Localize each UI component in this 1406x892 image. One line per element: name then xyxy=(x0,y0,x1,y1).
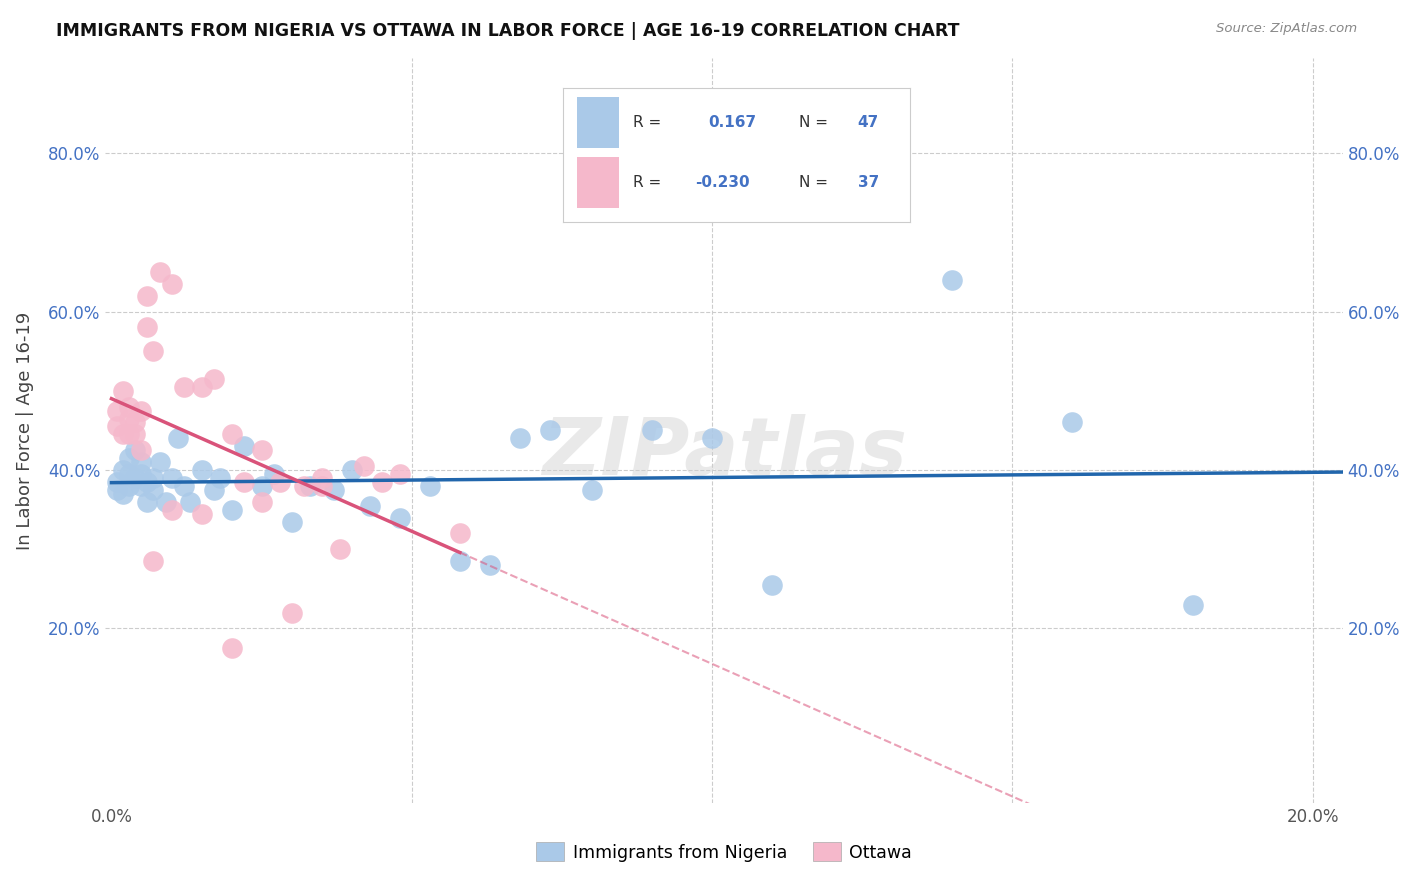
Point xyxy=(142,471,165,485)
Point xyxy=(173,479,195,493)
Point xyxy=(232,439,254,453)
Point xyxy=(221,641,243,656)
Point xyxy=(509,431,531,445)
Point xyxy=(298,479,321,493)
Point xyxy=(136,320,159,334)
Point xyxy=(449,526,471,541)
Point xyxy=(118,400,141,414)
Point xyxy=(179,494,201,508)
Point xyxy=(232,475,254,489)
Point xyxy=(221,502,243,516)
Point xyxy=(160,502,183,516)
Point xyxy=(700,431,723,445)
Point xyxy=(250,494,273,508)
Point xyxy=(359,499,381,513)
Point xyxy=(311,471,333,485)
Point xyxy=(118,479,141,493)
Point xyxy=(761,578,783,592)
Point xyxy=(112,384,135,398)
Text: ZIPatlas: ZIPatlas xyxy=(541,414,907,491)
Text: Source: ZipAtlas.com: Source: ZipAtlas.com xyxy=(1216,22,1357,36)
Point xyxy=(118,467,141,481)
Point xyxy=(160,277,183,291)
Point xyxy=(131,479,153,493)
Point xyxy=(124,471,146,485)
Point xyxy=(112,487,135,501)
Point xyxy=(538,423,561,437)
Point xyxy=(221,427,243,442)
Point xyxy=(311,479,333,493)
Point xyxy=(118,427,141,442)
Point xyxy=(581,483,603,497)
Point xyxy=(142,554,165,568)
Point xyxy=(118,451,141,466)
Point xyxy=(131,455,153,469)
Point xyxy=(136,288,159,302)
Point xyxy=(155,494,177,508)
Point xyxy=(941,273,963,287)
Y-axis label: In Labor Force | Age 16-19: In Labor Force | Age 16-19 xyxy=(17,311,34,549)
Point xyxy=(190,380,212,394)
Point xyxy=(263,467,285,481)
Point xyxy=(353,458,375,473)
Point xyxy=(107,419,129,434)
Legend: Immigrants from Nigeria, Ottawa: Immigrants from Nigeria, Ottawa xyxy=(529,836,920,869)
Point xyxy=(280,515,302,529)
Point xyxy=(124,443,146,458)
Point xyxy=(131,467,153,481)
Point xyxy=(478,558,501,573)
Point xyxy=(107,403,129,417)
Point xyxy=(166,431,188,445)
Point xyxy=(136,475,159,489)
Point xyxy=(641,423,664,437)
Point xyxy=(202,483,225,497)
Point xyxy=(292,479,315,493)
Point xyxy=(173,380,195,394)
Point xyxy=(1062,416,1084,430)
Point xyxy=(131,443,153,458)
Point xyxy=(388,510,411,524)
Point xyxy=(136,494,159,508)
Point xyxy=(329,542,352,557)
Point xyxy=(112,427,135,442)
Point xyxy=(419,479,441,493)
Point xyxy=(124,427,146,442)
Point xyxy=(340,463,363,477)
Point xyxy=(160,471,183,485)
Point xyxy=(280,606,302,620)
Point xyxy=(190,507,212,521)
Point xyxy=(202,372,225,386)
Point xyxy=(148,265,170,279)
Point xyxy=(1181,598,1204,612)
Point xyxy=(371,475,394,489)
Point xyxy=(142,344,165,359)
Point xyxy=(142,483,165,497)
Point xyxy=(322,483,344,497)
Point xyxy=(269,475,291,489)
Point xyxy=(124,416,146,430)
Point xyxy=(388,467,411,481)
Point xyxy=(107,475,129,489)
Point xyxy=(131,403,153,417)
Point xyxy=(449,554,471,568)
Point xyxy=(208,471,231,485)
Point xyxy=(112,463,135,477)
Point xyxy=(250,479,273,493)
Point xyxy=(107,483,129,497)
Point xyxy=(250,443,273,458)
Text: IMMIGRANTS FROM NIGERIA VS OTTAWA IN LABOR FORCE | AGE 16-19 CORRELATION CHART: IMMIGRANTS FROM NIGERIA VS OTTAWA IN LAB… xyxy=(56,22,960,40)
Point xyxy=(148,455,170,469)
Point xyxy=(190,463,212,477)
Point xyxy=(118,411,141,425)
